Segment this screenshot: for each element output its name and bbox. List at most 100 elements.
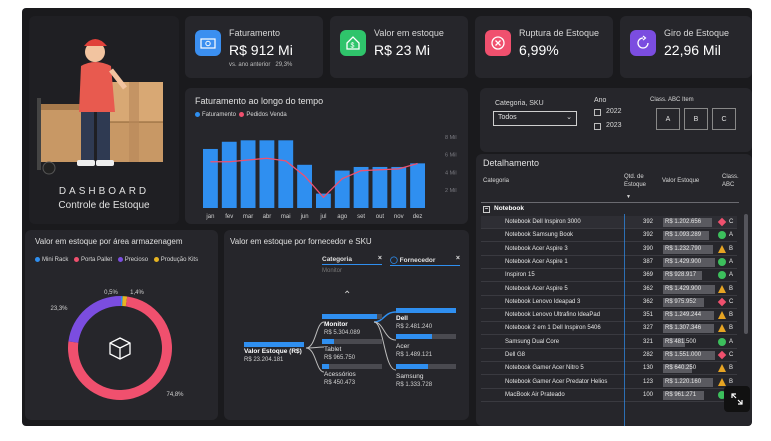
close-icon[interactable]: × (455, 255, 460, 262)
ano-checkbox-2023[interactable] (594, 123, 601, 130)
revenue-bar[interactable] (391, 166, 407, 208)
revenue-chart: 8 Mil 6 Mil 4 Mil 2 Mil jan fev mar abr mai jun ju… (203, 135, 457, 220)
row-class: B (729, 245, 734, 252)
table-row[interactable]: Notebook Acer Aspire 3 390 R$ 1.232.790 B (481, 243, 737, 256)
row-product-name: Samsung Dual Core (505, 338, 560, 345)
tree-filter-fornecedor[interactable]: ◯ Fornecedor × (390, 255, 460, 266)
table-row[interactable]: Notebook Dell Inspiron 3000 392 R$ 1.202.6… (481, 216, 737, 229)
tree-node-tablet-value: R$ 965.750 (324, 355, 356, 361)
abc-button-a[interactable]: A (656, 108, 680, 130)
donut-slice[interactable] (68, 296, 122, 343)
tree-filter-categoria[interactable]: Categoria × (322, 255, 382, 265)
header-qtd-estoque[interactable]: Qtd. de Estoque (624, 174, 647, 188)
dashboard-title: DASHBOARD (58, 186, 150, 197)
row-value: R$ 961.271 (665, 391, 697, 398)
table-row[interactable]: Notebook Samsung Book 392 R$ 1.093.289 A (481, 229, 737, 243)
kpi-card-valor-estoque[interactable]: $ Valor em estoque R$ 23 Mi (330, 16, 468, 78)
table-scrollbar[interactable] (744, 214, 748, 334)
kpi-card-faturamento[interactable]: Faturamento R$ 912 Mi vs. ano anterior 2… (185, 16, 323, 78)
table-row[interactable]: Samsung Dual Core 321 R$ 481.500 A (481, 336, 737, 349)
row-status-icon (718, 244, 726, 253)
donut-title: Valor em estoque por área armazenagem (35, 237, 183, 246)
row-status-icon (718, 271, 726, 280)
row-product-name: Notebook Acer Aspire 1 (505, 258, 568, 265)
tree-node-samsung-value: R$ 1.333.728 (396, 382, 433, 388)
tree-node-samsung[interactable]: Samsung (396, 373, 424, 380)
ano-checkbox-2022[interactable] (594, 109, 601, 116)
categoria-select[interactable]: Todos ⌄ (493, 111, 577, 126)
row-status-icon (717, 297, 727, 307)
table-row[interactable]: Notebook Acer Aspire 5 362 R$ 1.429.900 B (481, 283, 737, 296)
kpi-value: R$ 912 Mi (229, 42, 293, 58)
row-value: R$ 1.429.900 (665, 258, 702, 265)
kpi-card-ruptura[interactable]: Ruptura de Estoque 6,99% (475, 16, 613, 78)
donut-slice[interactable] (122, 296, 128, 307)
tree-node-acessorios[interactable]: Acessórios (324, 371, 356, 378)
revenue-bar[interactable] (316, 193, 331, 208)
row-product-name: Notebook Gamer Acer Predator Helios (505, 378, 608, 385)
table-row[interactable]: Dell G8 282 R$ 1.551.000 C (481, 349, 737, 362)
table-row[interactable]: Notebook Lenovo Ultrafino IdeaPad 351 R$ 1… (481, 309, 737, 323)
revenue-bar[interactable] (353, 166, 369, 208)
group-label: Notebook (494, 205, 524, 212)
revenue-chart-panel: Faturamento ao longo do tempo Faturament… (185, 88, 468, 224)
kpi-card-giro[interactable]: Giro de Estoque 22,96 Mil (620, 16, 752, 78)
x-tick-label: jun (300, 214, 309, 220)
lightbulb-icon: ◯ (390, 257, 398, 264)
tree-root-label[interactable]: Valor Estoque (R$) (244, 348, 302, 355)
header-classe-abc[interactable]: Class. ABC (722, 174, 739, 188)
table-row[interactable]: Notebook Gamer Acer Nitro 5 130 R$ 640.250… (481, 362, 737, 376)
revenue-bar[interactable] (372, 166, 388, 208)
chart-legend: Faturamento Pedidos Venda (195, 112, 287, 118)
tree-node-acer[interactable]: Acer (396, 343, 410, 350)
revenue-bar[interactable] (410, 163, 425, 208)
x-tick-label: nov (394, 214, 404, 220)
row-product-name: Notebook Lenovo Ultrafino IdeaPad (505, 312, 601, 319)
group-row-notebook[interactable]: – Notebook (483, 205, 524, 213)
row-product-name: Inspiron 15 (505, 272, 535, 279)
revenue-bar[interactable] (240, 140, 256, 208)
revenue-bar[interactable] (278, 140, 294, 208)
header-categoria[interactable]: Categoria (483, 178, 510, 184)
tree-root-value: R$ 23.204.181 (244, 357, 284, 363)
chevron-down-icon: ⌄ (566, 114, 572, 121)
chevron-up-icon[interactable]: ⌃ (343, 290, 352, 301)
abc-button-b[interactable]: B (684, 108, 708, 130)
collapse-icon[interactable]: – (483, 206, 490, 213)
expand-button[interactable] (724, 386, 750, 412)
row-qty: 390 (642, 245, 653, 252)
house-dollar-icon: $ (340, 30, 366, 56)
row-value-bar (663, 297, 704, 307)
x-tick-label: fev (225, 214, 233, 220)
detail-title: Detalhamento (483, 158, 540, 168)
tree-node-monitor[interactable]: Monitor (324, 321, 348, 328)
row-qty: 327 (642, 325, 653, 332)
kpi-sub-value: 29,3% (275, 62, 293, 68)
expand-icon (731, 393, 743, 405)
tree-node-dell[interactable]: Dell (396, 315, 408, 322)
tree-node-tablet[interactable]: Tablet (324, 346, 342, 353)
y-tick-label: 2 Mil (445, 188, 457, 194)
box-icon (109, 337, 131, 360)
revenue-bar[interactable] (221, 141, 237, 208)
table-row[interactable]: Notebook 2 em 1 Dell Inspiron 5406 327 R$ … (481, 322, 737, 336)
ano-label-2023: 2023 (606, 122, 622, 129)
table-row[interactable]: Notebook Acer Aspire 1 387 R$ 1.429.900 A (481, 256, 737, 269)
pedidos-line (210, 157, 418, 199)
donut-slice[interactable] (120, 296, 123, 307)
revenue-bar[interactable] (203, 148, 218, 208)
x-tick-label: dez (413, 214, 423, 220)
table-row[interactable]: Notebook Lenovo Ideapad 3 362 R$ 975.952 C (481, 296, 737, 309)
revenue-bar[interactable] (259, 140, 275, 208)
abc-button-c[interactable]: C (712, 108, 736, 130)
revenue-bar[interactable] (334, 170, 350, 208)
table-row[interactable]: Inspiron 15 369 R$ 928.917 A (481, 269, 737, 283)
sort-desc-icon: ▼ (626, 194, 631, 200)
table-row[interactable]: Notebook Gamer Acer Predator Helios 123 R$… (481, 376, 737, 389)
row-class: A (729, 338, 734, 345)
close-icon[interactable]: × (377, 255, 382, 262)
revenue-bar[interactable] (297, 164, 312, 208)
row-product-name: Notebook Samsung Book (505, 232, 574, 239)
header-valor-estoque[interactable]: Valor Estoque (662, 178, 700, 184)
